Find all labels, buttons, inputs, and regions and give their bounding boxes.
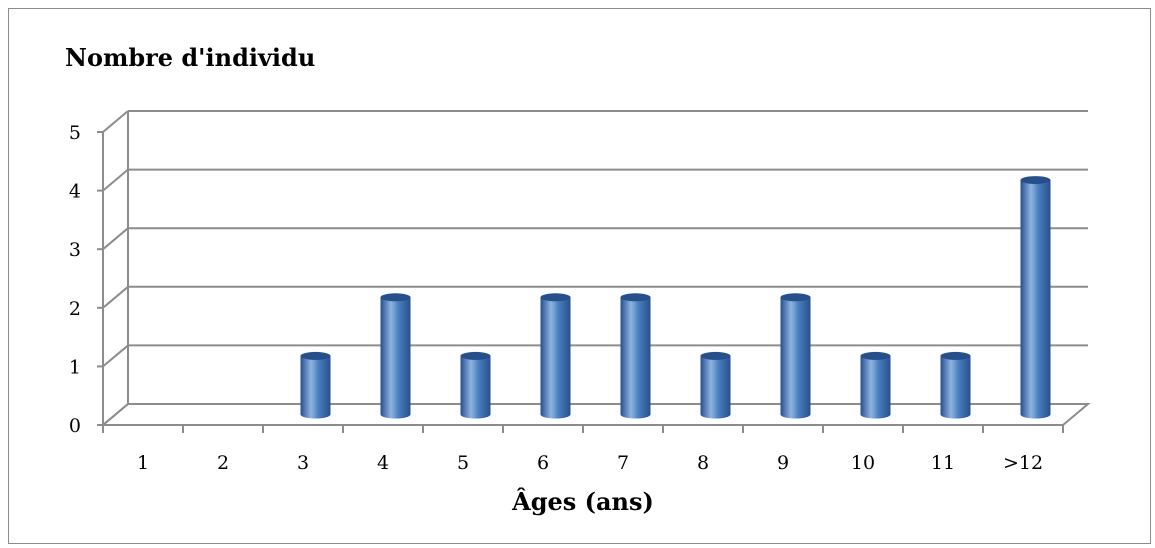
gridline-diagonal [102, 110, 129, 133]
bar [620, 293, 651, 419]
y-tick-label: 5 [69, 122, 81, 144]
y-tick-label: 1 [69, 356, 81, 378]
bar-top [620, 293, 651, 302]
bar [380, 293, 411, 419]
x-tick-label: 10 [851, 452, 875, 474]
bar-top [700, 351, 731, 360]
bar [540, 293, 571, 419]
bar-top [460, 351, 491, 360]
bar-top [380, 293, 411, 302]
bar-body [300, 355, 331, 419]
x-tick-label: 5 [457, 452, 469, 474]
bar [700, 351, 731, 419]
bar-body [780, 297, 811, 419]
x-tick-label: 6 [537, 452, 549, 474]
bar [1020, 176, 1051, 419]
bar [460, 351, 491, 419]
bar [860, 351, 891, 419]
bar-top [1020, 176, 1051, 185]
x-tick-label: 7 [617, 452, 629, 474]
gridline-diagonal [102, 168, 129, 192]
bar-body [1020, 180, 1051, 419]
y-axis-title: Nombre d'individu [65, 43, 315, 72]
x-tick-label: 4 [377, 452, 389, 474]
x-tick-label: 9 [777, 452, 789, 474]
bar-top [860, 351, 891, 360]
gridline-diagonal [102, 344, 129, 368]
x-tick-label: 8 [697, 452, 709, 474]
gridlines [102, 110, 1088, 426]
bar-top [540, 293, 571, 302]
bar [940, 351, 971, 419]
bar-body [540, 297, 571, 419]
bar-body [380, 297, 411, 419]
bar-body [860, 355, 891, 419]
chart-floor [100, 403, 1091, 426]
bar-top [940, 351, 971, 360]
chart-frame [8, 8, 1151, 544]
bar [300, 351, 331, 419]
y-tick-label: 4 [69, 181, 81, 203]
bar-body [620, 297, 651, 419]
bar-body [700, 355, 731, 419]
x-axis-title: Âges (ans) [511, 487, 654, 516]
bar [780, 293, 811, 419]
bar-top [300, 351, 331, 360]
gridline-diagonal [102, 286, 129, 309]
tick-labels: 0 1 2 3 4 5 1 2 3 4 5 6 7 8 9 10 11 >12 [69, 122, 1043, 474]
bars [300, 176, 1051, 419]
bar-body [940, 355, 971, 419]
x-tick-label: >12 [1003, 452, 1043, 474]
gridline-diagonal [102, 227, 129, 250]
x-tick-label: 3 [297, 452, 309, 474]
y-tick-label: 2 [69, 298, 81, 320]
x-tick-label: 2 [217, 452, 229, 474]
x-tick-label: 1 [137, 452, 149, 474]
bar-body [460, 355, 491, 419]
x-tick-label: 11 [931, 452, 955, 474]
y-tick-label: 0 [69, 415, 81, 437]
bar-top [780, 293, 811, 302]
axes [97, 111, 1091, 433]
y-tick-label: 3 [69, 239, 81, 261]
